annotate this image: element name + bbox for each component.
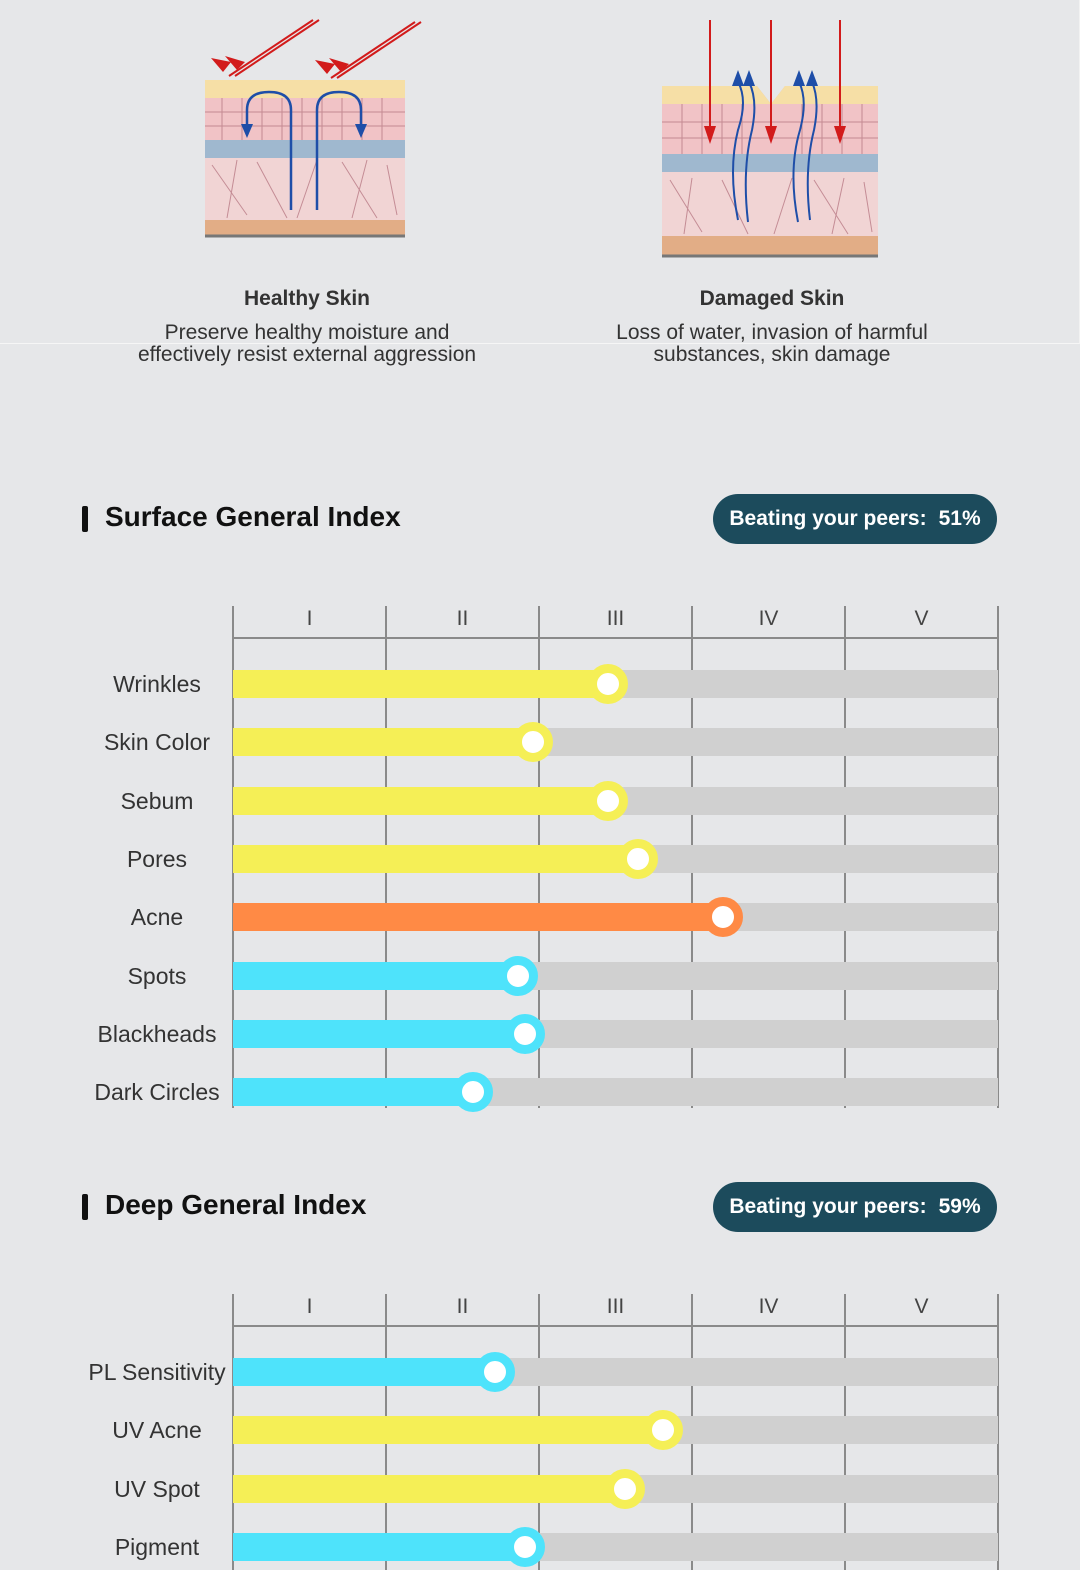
- healthy-skin-description-line2: effectively resist external aggression: [137, 343, 477, 366]
- grid-header-line: [233, 1325, 999, 1327]
- row-label: Wrinkles: [113, 671, 201, 697]
- bar-track: [233, 897, 998, 938]
- bar-fill: [233, 1358, 495, 1386]
- surface-peers-label: Beating your peers:: [729, 507, 927, 530]
- row-label: Pigment: [114, 1533, 200, 1560]
- damaged-skin-description-line1: Loss of water, invasion of harmful: [616, 321, 928, 344]
- row-label: UV Acne: [112, 1417, 202, 1444]
- level-label: II: [456, 1295, 469, 1318]
- bar-knob: [642, 1410, 683, 1451]
- healthy-skin-description: Preserve healthy moisture and effectivel…: [87, 322, 527, 366]
- bar-knob: [497, 955, 538, 996]
- deep-peers-value: 59%: [938, 1195, 981, 1218]
- bar-fill: [233, 903, 723, 932]
- bar-track: [233, 1468, 998, 1509]
- bar-knob: [618, 838, 659, 879]
- grid-header-line: [233, 637, 999, 639]
- skin-comparison-panel: Healthy Skin Preserve healthy moisture a…: [0, 0, 1080, 366]
- healthy-skin-illustration: [205, 19, 422, 238]
- healthy-skin-title: Healthy Skin: [243, 287, 371, 310]
- level-label: V: [914, 607, 929, 630]
- level-label: IV: [758, 1295, 779, 1318]
- damaged-skin-description: Loss of water, invasion of harmful subst…: [552, 322, 992, 366]
- surface-peers-value: 51%: [938, 507, 981, 530]
- bar-track: [233, 722, 998, 763]
- bar-track: [233, 1013, 998, 1054]
- grid-line: [997, 1294, 999, 1570]
- bar-fill: [233, 1416, 663, 1445]
- surface-index-title: Surface General Index: [105, 501, 401, 532]
- bar-fill: [233, 1474, 625, 1503]
- damaged-skin-description-line2: substances, skin damage: [653, 343, 891, 366]
- bar-fill: [233, 961, 518, 990]
- bar-track: [233, 1526, 998, 1567]
- bar-track: [233, 1410, 998, 1451]
- row-label: Blackheads: [97, 1020, 217, 1047]
- bar-fill: [233, 1078, 474, 1107]
- level-label: IV: [758, 607, 779, 630]
- section-marker: [82, 506, 88, 532]
- surface-peers-badge: Beating your peers: 51%: [713, 494, 997, 544]
- row-label: Skin Color: [103, 729, 211, 756]
- bar-knob: [505, 1526, 546, 1567]
- bar-track: [233, 955, 998, 996]
- bar-knob: [587, 780, 628, 821]
- deep-peers-badge: Beating your peers: 59%: [713, 1182, 997, 1232]
- bar-track: [233, 838, 998, 879]
- bar-knob: [702, 897, 743, 938]
- bar-knob: [587, 664, 628, 704]
- bar-knob: [453, 1072, 494, 1113]
- bar-knob: [512, 722, 553, 763]
- bar-track: [233, 1072, 998, 1113]
- bar-knob: [604, 1468, 645, 1509]
- row-label: Dark Circles: [94, 1079, 220, 1106]
- bar-fill: [233, 670, 608, 698]
- row-label: PL Sensitivity: [88, 1359, 226, 1385]
- bar-fill: [233, 844, 639, 873]
- damaged-skin-illustration: [662, 20, 878, 258]
- level-label: III: [606, 607, 625, 630]
- deep-index-title: Deep General Index: [105, 1189, 367, 1220]
- bar-fill: [233, 1019, 526, 1048]
- level-label: II: [456, 607, 469, 630]
- healthy-skin-description-line1: Preserve healthy moisture and: [164, 321, 450, 344]
- bar-knob: [505, 1013, 546, 1054]
- level-label: I: [306, 1295, 313, 1318]
- row-label: Sebum: [120, 787, 194, 814]
- damaged-skin-title: Damaged Skin: [699, 287, 845, 310]
- row-label: Acne: [130, 904, 184, 931]
- level-label: I: [306, 607, 313, 630]
- section-marker: [82, 1194, 88, 1220]
- bar-fill: [233, 786, 608, 815]
- bar-track: [233, 1352, 998, 1392]
- bar-fill: [233, 1532, 526, 1561]
- bar-track: [233, 780, 998, 821]
- row-label: UV Spot: [114, 1475, 200, 1502]
- grid-line: [997, 606, 999, 1108]
- bar-fill: [233, 728, 533, 757]
- row-label: Spots: [127, 962, 187, 989]
- row-label: Pores: [126, 845, 188, 872]
- bar-knob: [474, 1352, 515, 1392]
- deep-peers-label: Beating your peers:: [729, 1195, 927, 1218]
- level-label: V: [914, 1295, 929, 1318]
- level-label: III: [606, 1295, 625, 1318]
- bar-track: [233, 664, 998, 704]
